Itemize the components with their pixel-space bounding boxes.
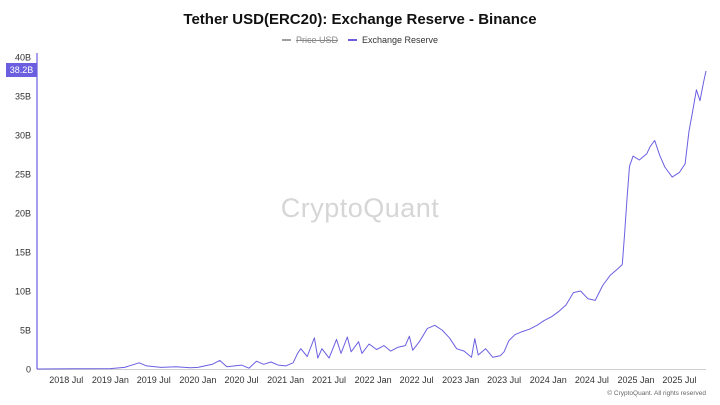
x-tick-label: 2021 Jul bbox=[312, 375, 346, 385]
y-tick-label: 40B bbox=[15, 53, 31, 63]
x-tick-label: 2023 Jul bbox=[487, 375, 521, 385]
legend-swatch-price-usd bbox=[281, 39, 291, 41]
y-axis: 0 5B 10B 15B 20B 25B 30B 35B 40B bbox=[15, 53, 31, 375]
x-tick-label: 2018 Jul bbox=[49, 375, 83, 385]
chart-title: Tether USD(ERC20): Exchange Reserve - Bi… bbox=[183, 11, 537, 28]
x-tick-label: 2023 Jan bbox=[442, 375, 479, 385]
y-tick-label: 20B bbox=[15, 209, 31, 219]
x-tick-label: 2022 Jan bbox=[355, 375, 392, 385]
x-tick-label: 2025 Jan bbox=[617, 375, 654, 385]
x-tick-label: 2022 Jul bbox=[400, 375, 434, 385]
y-tick-label: 25B bbox=[15, 170, 31, 180]
legend-item-exchange-reserve[interactable]: Exchange Reserve bbox=[347, 35, 439, 45]
series-line-exchange-reserve bbox=[36, 70, 707, 370]
current-value-badge: 38.2B bbox=[6, 63, 37, 77]
x-tick-label: 2024 Jan bbox=[530, 375, 567, 385]
y-tick-label: 35B bbox=[15, 92, 31, 102]
y-tick-label: 0 bbox=[26, 365, 31, 375]
legend-item-price-usd[interactable]: Price USD bbox=[281, 35, 338, 45]
watermark: CryptoQuant bbox=[280, 193, 440, 223]
x-axis: 2018 Jul 2019 Jan 2019 Jul 2020 Jan 2020 Jul… bbox=[49, 375, 696, 385]
series-layer bbox=[36, 70, 707, 370]
y-tick-label: 30B bbox=[15, 131, 31, 141]
y-tick-label: 10B bbox=[15, 287, 31, 297]
axis-frame bbox=[36, 53, 706, 370]
x-tick-label: 2024 Jul bbox=[575, 375, 609, 385]
x-tick-label: 2025 Jul bbox=[662, 375, 696, 385]
y-tick-label: 15B bbox=[15, 248, 31, 258]
x-tick-label: 2020 Jul bbox=[225, 375, 259, 385]
copyright-text: © CryptoQuant. All rights reserved bbox=[607, 390, 706, 397]
y-tick-label: 5B bbox=[20, 326, 31, 336]
x-tick-label: 2020 Jan bbox=[179, 375, 216, 385]
legend-label-price-usd: Price USD bbox=[295, 35, 338, 45]
x-tick-label: 2019 Jan bbox=[92, 375, 129, 385]
legend-swatch-exchange-reserve bbox=[347, 39, 357, 41]
x-tick-label: 2021 Jan bbox=[267, 375, 304, 385]
x-tick-label: 2019 Jul bbox=[137, 375, 171, 385]
legend-label-exchange-reserve: Exchange Reserve bbox=[361, 35, 439, 45]
legend: Price USD Exchange Reserve bbox=[0, 35, 720, 45]
